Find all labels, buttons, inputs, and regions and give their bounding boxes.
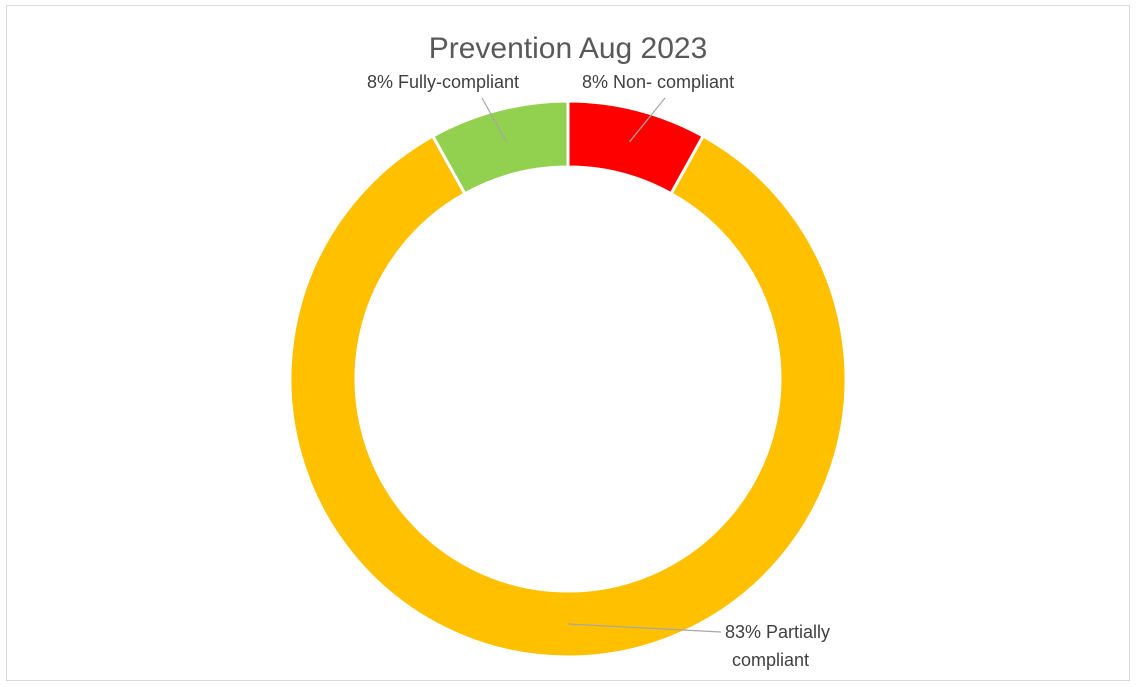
leader-line-fully-compliant: [481, 97, 507, 143]
leader-line-partially-compliant: [567, 623, 722, 633]
slices-group: [288, 99, 848, 659]
chart-title: Prevention Aug 2023: [429, 32, 708, 65]
leader-lines-group: [481, 97, 722, 633]
leader-line-non-compliant: [629, 97, 666, 143]
data-label-partially-compliant-line1: 83% Partially: [725, 622, 830, 642]
data-label-non-compliant: 8% Non- compliant: [582, 72, 734, 92]
data-label-fully-compliant: 8% Fully-compliant: [367, 72, 519, 92]
slice-fully-compliant: [430, 99, 570, 196]
data-label-partially-compliant-line2: compliant: [732, 650, 809, 670]
slice-partially-compliant: [288, 134, 848, 659]
